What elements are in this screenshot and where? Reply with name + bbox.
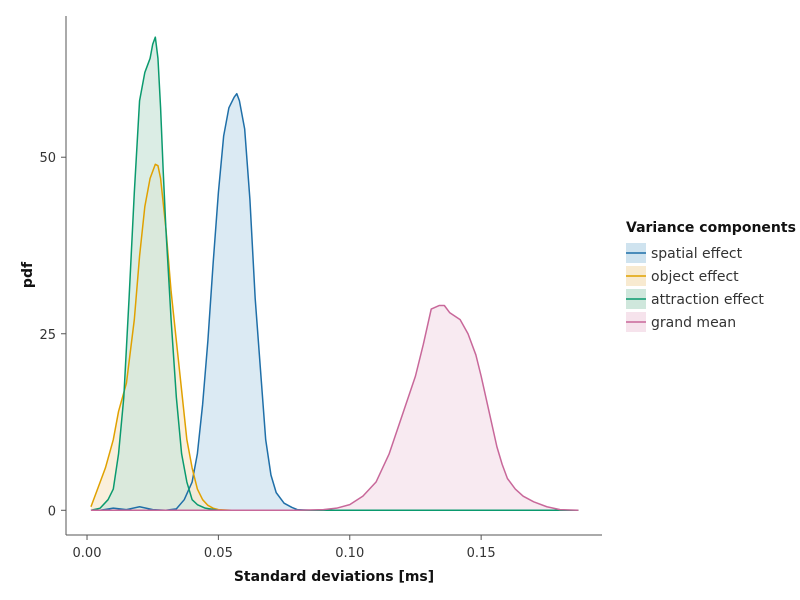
area-spatial-effect	[90, 93, 579, 511]
legend-label: object effect	[651, 269, 739, 285]
x-tick-label: 0.05	[204, 546, 233, 561]
x-tick-label: 0.00	[73, 546, 102, 561]
x-axis-ticks: 0.00 0.05 0.10 0.15	[73, 535, 496, 561]
x-tick-label: 0.10	[335, 546, 364, 561]
density-lines	[90, 36, 579, 512]
legend-label: spatial effect	[651, 246, 743, 262]
legend-title: Variance components	[626, 220, 796, 236]
legend: Variance components spatial effect object…	[626, 220, 796, 332]
legend-label: attraction effect	[651, 292, 764, 308]
x-axis-title: Standard deviations [ms]	[234, 569, 434, 585]
x-tick-label: 0.15	[467, 546, 496, 561]
legend-item-spatial-effect: spatial effect	[626, 243, 743, 263]
y-tick-label: 25	[39, 328, 56, 343]
area-attraction-effect	[90, 37, 579, 511]
line-grand-mean	[90, 304, 579, 512]
legend-items: spatial effect object effect attraction ef…	[626, 243, 764, 332]
legend-label: grand mean	[651, 315, 736, 331]
density-areas	[90, 37, 579, 511]
legend-item-grand-mean: grand mean	[626, 312, 736, 332]
y-axis-ticks: 0 25 50	[39, 151, 66, 519]
legend-item-object-effect: object effect	[626, 266, 739, 286]
area-grand-mean	[90, 305, 579, 511]
line-attraction-effect	[90, 36, 579, 512]
y-tick-label: 50	[39, 151, 56, 166]
y-axis-title: pdf	[20, 261, 36, 288]
legend-item-attraction-effect: attraction effect	[626, 289, 764, 309]
y-tick-label: 0	[48, 504, 56, 519]
